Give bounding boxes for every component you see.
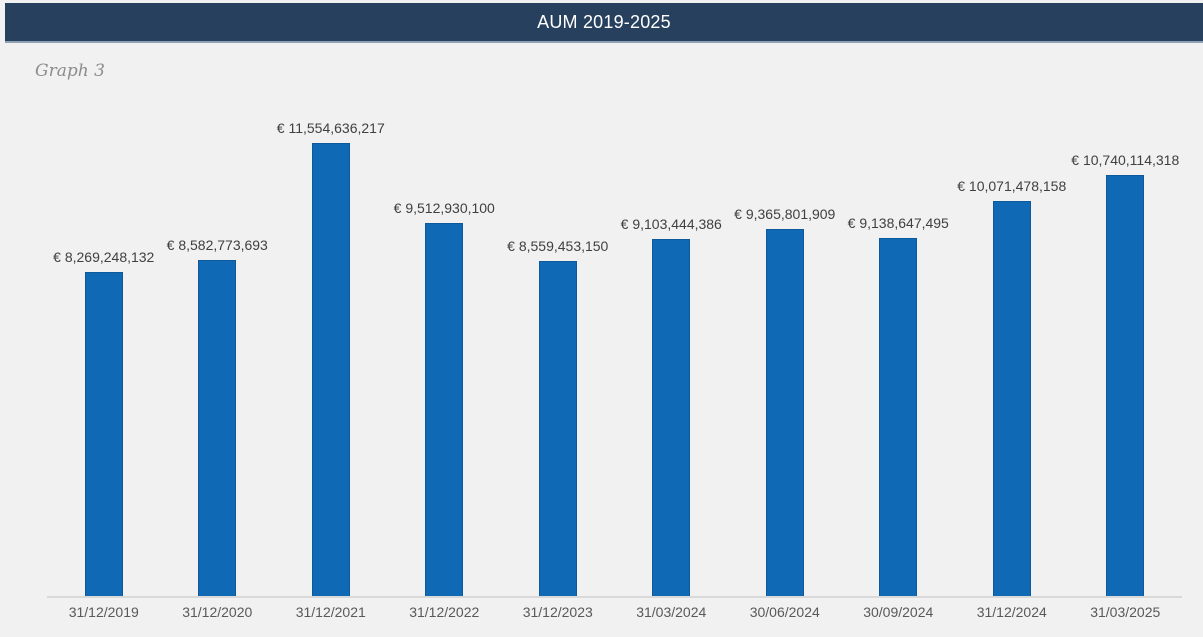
x-axis-tick-label: 30/09/2024 bbox=[863, 604, 934, 620]
x-axis-tick-label: 31/12/2024 bbox=[976, 604, 1047, 620]
bar-value-label: € 9,512,930,100 bbox=[393, 200, 495, 216]
bar-value-label: € 10,071,478,158 bbox=[957, 178, 1067, 194]
bar bbox=[425, 223, 464, 597]
bar bbox=[538, 261, 577, 597]
bar-column: € 10,071,478,158 bbox=[955, 0, 1069, 597]
bar-value-label: € 11,554,636,217 bbox=[276, 120, 385, 136]
bar-column: € 8,582,773,693 bbox=[161, 0, 275, 597]
bar bbox=[879, 238, 918, 597]
bar-column: € 10,740,114,318 bbox=[1069, 0, 1183, 597]
bar bbox=[198, 260, 237, 597]
bar bbox=[84, 272, 123, 597]
title-bar: AUM 2019-2025 bbox=[5, 3, 1203, 43]
bar-column: € 11,554,636,217 bbox=[274, 0, 388, 597]
x-axis-tick-label: 31/12/2021 bbox=[295, 604, 366, 620]
bar-chart: € 8,269,248,132 € 8,582,773,693 € 11,554,6… bbox=[47, 0, 1182, 597]
x-axis-line bbox=[47, 596, 1182, 598]
bar-value-label: € 8,582,773,693 bbox=[166, 237, 268, 253]
x-axis-tick-label: 31/12/2019 bbox=[68, 604, 139, 620]
x-axis-tick-label: 30/06/2024 bbox=[749, 604, 820, 620]
bar-value-label: € 8,269,248,132 bbox=[53, 249, 155, 265]
bar bbox=[765, 229, 804, 597]
bar-value-label: € 10,740,114,318 bbox=[1071, 152, 1180, 168]
bar-column: € 8,269,248,132 bbox=[47, 0, 161, 597]
bar-column: € 9,512,930,100 bbox=[388, 0, 502, 597]
x-axis-tick-label: 31/12/2020 bbox=[182, 604, 253, 620]
bar bbox=[1106, 175, 1145, 597]
graph-caption: Graph 3 bbox=[35, 61, 105, 81]
x-axis-tick-label: 31/03/2025 bbox=[1090, 604, 1161, 620]
bar bbox=[311, 143, 350, 597]
x-axis-labels: 31/12/2019 31/12/2020 31/12/2021 31/12/2022… bbox=[47, 604, 1182, 620]
bar bbox=[992, 201, 1031, 597]
bar-column: € 8,559,453,150 bbox=[501, 0, 615, 597]
x-axis-tick-label: 31/03/2024 bbox=[636, 604, 707, 620]
bar-column: € 9,365,801,909 bbox=[728, 0, 842, 597]
bar-value-label: € 8,559,453,150 bbox=[507, 238, 609, 254]
bar-column: € 9,138,647,495 bbox=[842, 0, 956, 597]
bar-value-label: € 9,365,801,909 bbox=[734, 206, 836, 222]
bar-value-label: € 9,103,444,386 bbox=[620, 216, 722, 232]
bar-value-label: € 9,138,647,495 bbox=[847, 215, 949, 231]
bar-column: € 9,103,444,386 bbox=[615, 0, 729, 597]
page-title: AUM 2019-2025 bbox=[537, 11, 671, 32]
bar bbox=[652, 239, 691, 597]
x-axis-tick-label: 31/12/2022 bbox=[409, 604, 480, 620]
x-axis-tick-label: 31/12/2023 bbox=[522, 604, 593, 620]
